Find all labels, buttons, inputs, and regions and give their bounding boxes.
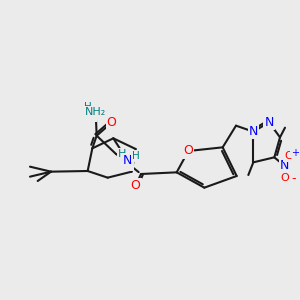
Text: O: O <box>107 116 117 129</box>
Text: -: - <box>291 172 296 185</box>
Text: O: O <box>280 173 289 183</box>
Text: H: H <box>93 105 100 115</box>
Text: N: N <box>280 159 289 172</box>
Text: N: N <box>249 125 258 138</box>
Text: H: H <box>118 149 126 159</box>
Text: N: N <box>91 106 100 119</box>
Text: N: N <box>264 116 274 129</box>
Text: S: S <box>125 157 133 170</box>
Text: +: + <box>291 148 299 158</box>
Text: O: O <box>131 179 141 192</box>
Text: O: O <box>284 151 293 161</box>
Text: H: H <box>84 102 92 112</box>
Text: NH₂: NH₂ <box>85 107 106 117</box>
Text: N: N <box>87 108 96 121</box>
Text: H: H <box>132 151 140 161</box>
Text: O: O <box>183 145 193 158</box>
Text: N: N <box>123 154 132 166</box>
